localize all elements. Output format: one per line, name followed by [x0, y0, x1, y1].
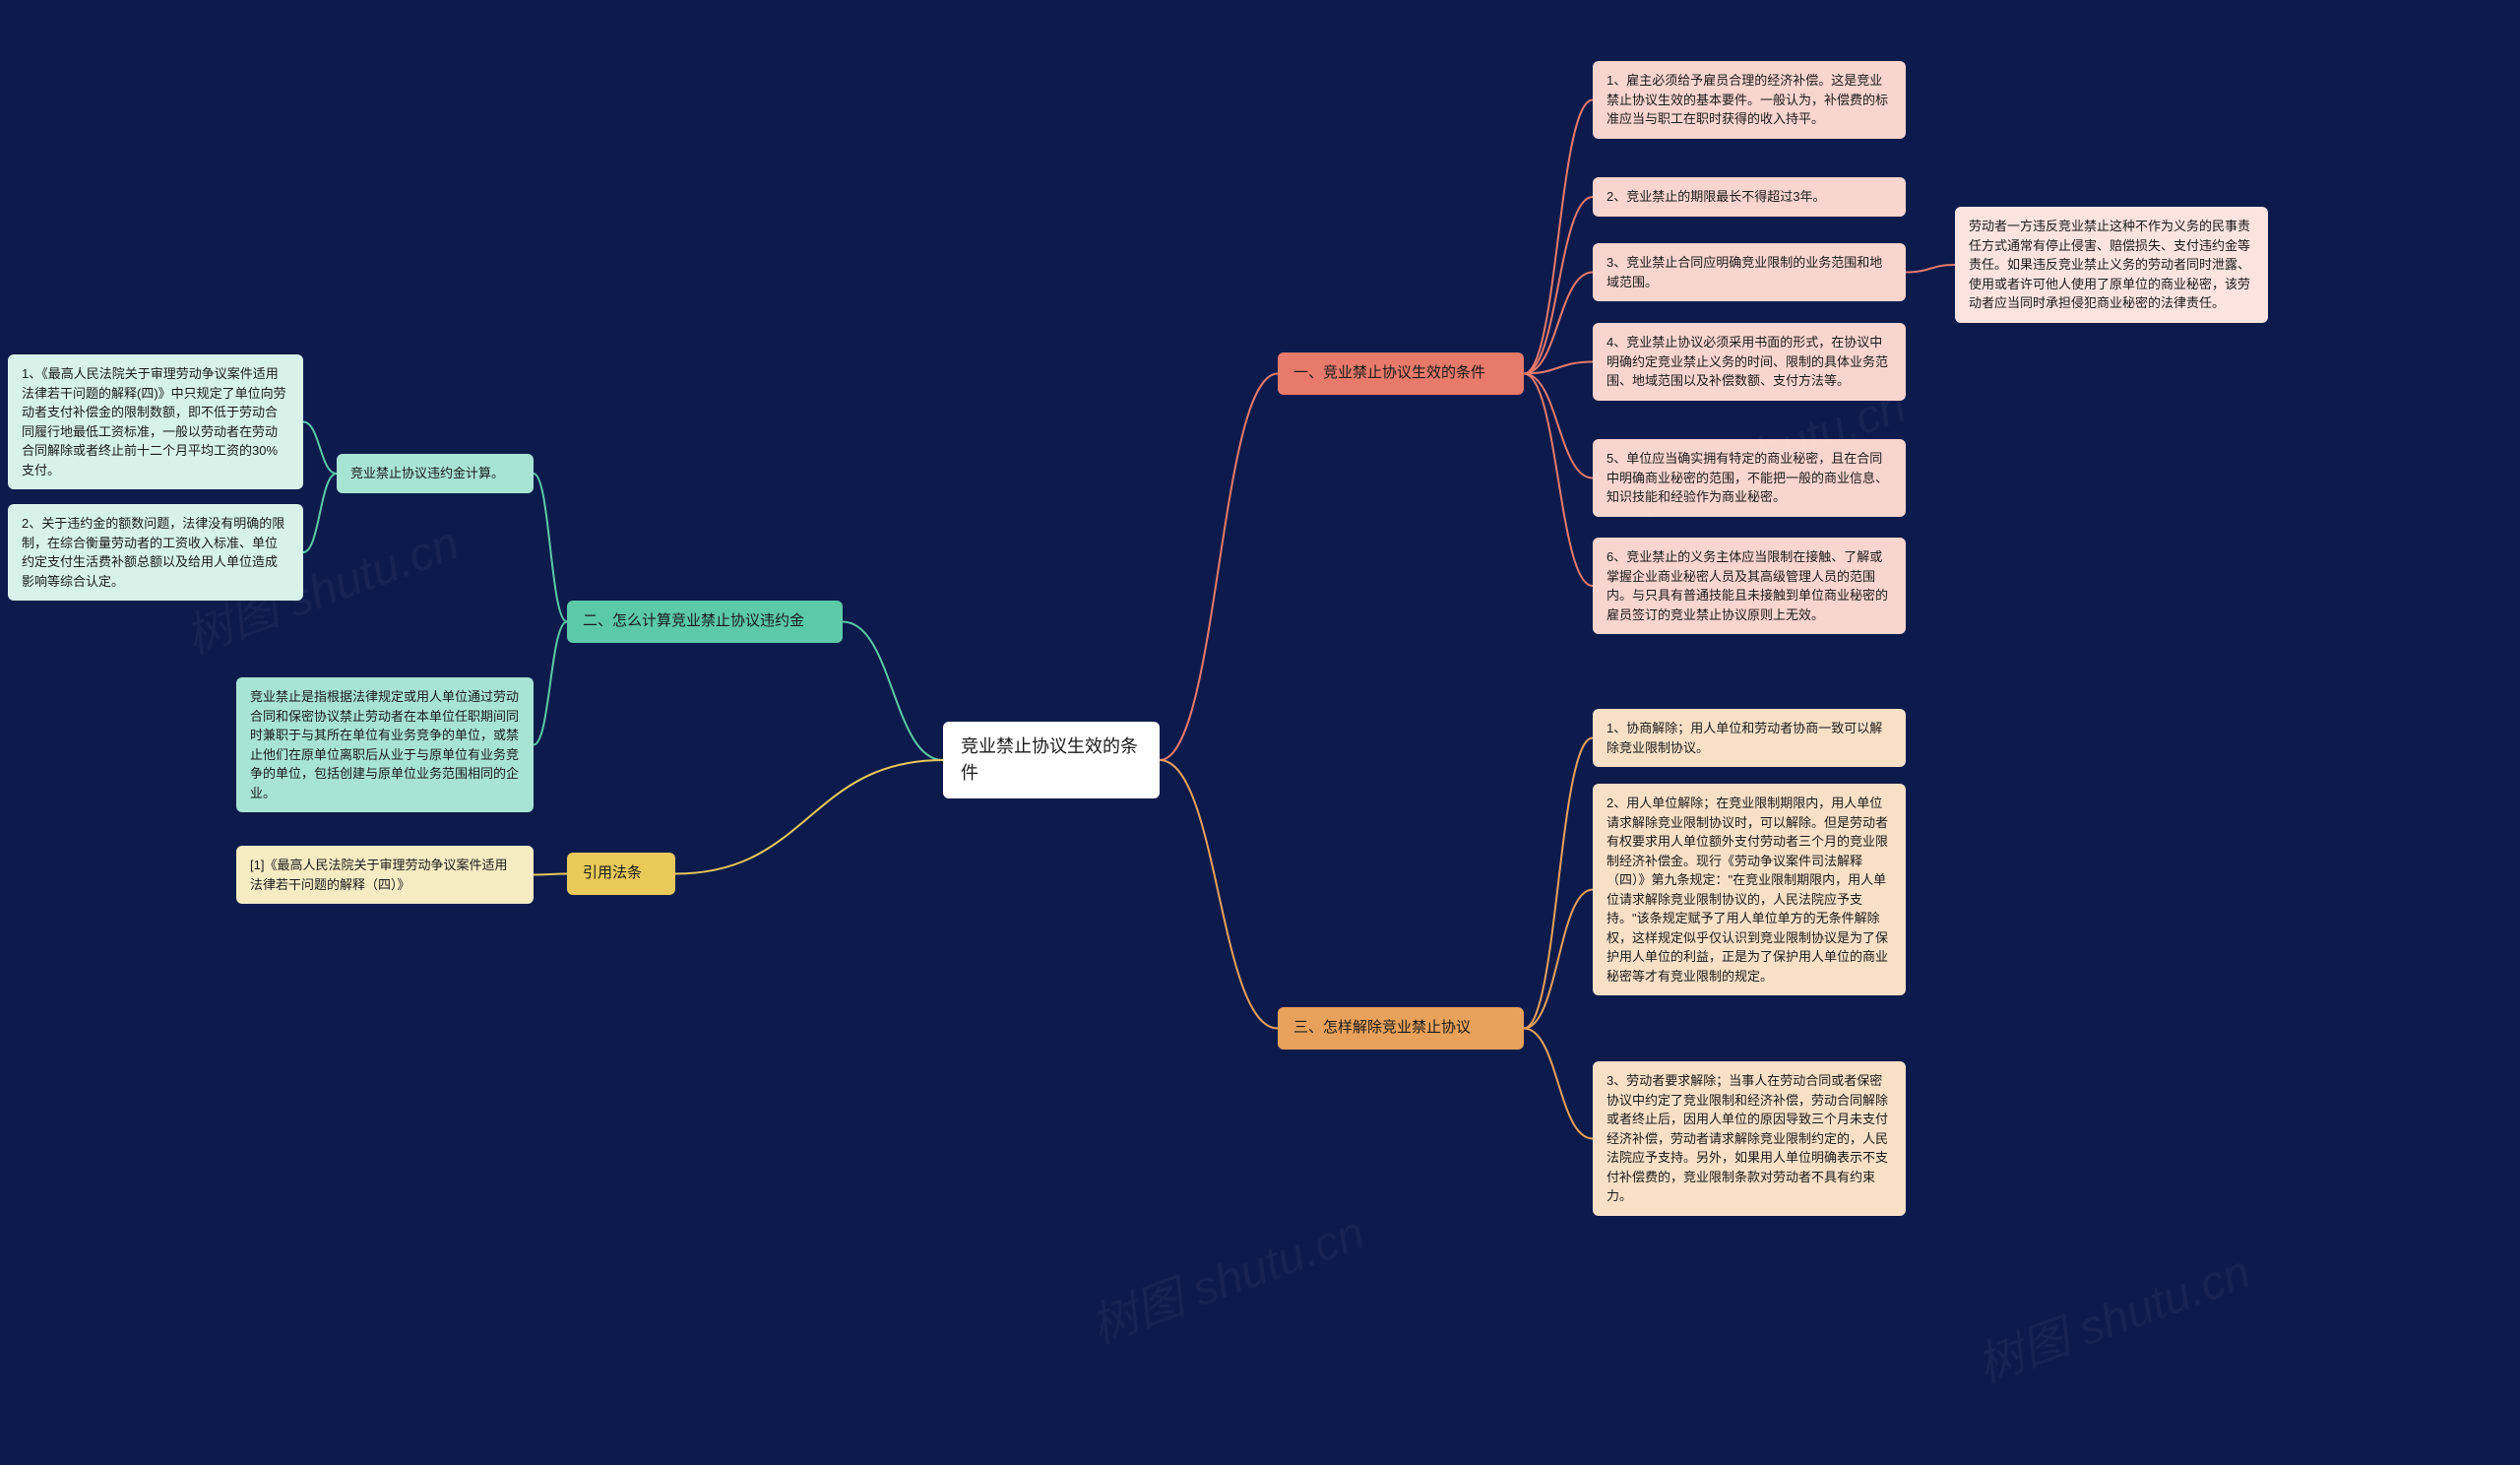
branch-2-leaf-1: 1、协商解除；用人单位和劳动者协商一致可以解除竞业限制协议。	[1593, 709, 1906, 767]
branch-4-leaf-1: [1]《最高人民法院关于审理劳动争议案件适用法律若干问题的解释（四）》	[236, 846, 534, 904]
branch-3-sub-2: 竞业禁止是指根据法律规定或用人单位通过劳动合同和保密协议禁止劳动者在本单位任职期…	[236, 677, 534, 812]
branch-1-leaf-1: 1、雇主必须给予雇员合理的经济补偿。这是竞业禁止协议生效的基本要件。一般认为，补…	[1593, 61, 1906, 139]
branch-2-leaf-3: 3、劳动者要求解除；当事人在劳动合同或者保密协议中约定了竞业限制和经济补偿，劳动…	[1593, 1061, 1906, 1216]
branch-3-leaf-2: 2、关于违约金的额数问题，法律没有明确的限制，在综合衡量劳动者的工资收入标准、单…	[8, 504, 303, 601]
branch-1: 一、竞业禁止协议生效的条件	[1278, 352, 1524, 395]
branch-3-leaf-1: 1、《最高人民法院关于审理劳动争议案件适用法律若干问题的解释(四)》中只规定了单…	[8, 354, 303, 489]
branch-1-leaf-3-sub: 劳动者一方违反竞业禁止这种不作为义务的民事责任方式通常有停止侵害、赔偿损失、支付…	[1955, 207, 2268, 323]
branch-1-leaf-5: 5、单位应当确实拥有特定的商业秘密，且在合同中明确商业秘密的范围，不能把一般的商…	[1593, 439, 1906, 517]
branch-1-leaf-3: 3、竞业禁止合同应明确竞业限制的业务范围和地域范围。	[1593, 243, 1906, 301]
branch-1-leaf-6: 6、竞业禁止的义务主体应当限制在接触、了解或掌握企业商业秘密人员及其高级管理人员…	[1593, 538, 1906, 634]
branch-1-leaf-2: 2、竞业禁止的期限最长不得超过3年。	[1593, 177, 1906, 217]
watermark: 树图 shutu.cn	[1080, 1193, 1372, 1356]
center-node: 竞业禁止协议生效的条件	[943, 722, 1160, 798]
branch-3: 二、怎么计算竞业禁止协议违约金	[567, 601, 843, 643]
branch-4: 引用法条	[567, 853, 675, 895]
branch-2: 三、怎样解除竞业禁止协议	[1278, 1007, 1524, 1050]
branch-1-leaf-4: 4、竞业禁止协议必须采用书面的形式，在协议中明确约定竞业禁止义务的时间、限制的具…	[1593, 323, 1906, 401]
watermark: 树图 shutu.cn	[1966, 1233, 2258, 1395]
branch-2-leaf-2: 2、用人单位解除；在竞业限制期限内，用人单位请求解除竞业限制协议时，可以解除。但…	[1593, 784, 1906, 995]
branch-3-sub-1: 竞业禁止协议违约金计算。	[337, 454, 534, 493]
